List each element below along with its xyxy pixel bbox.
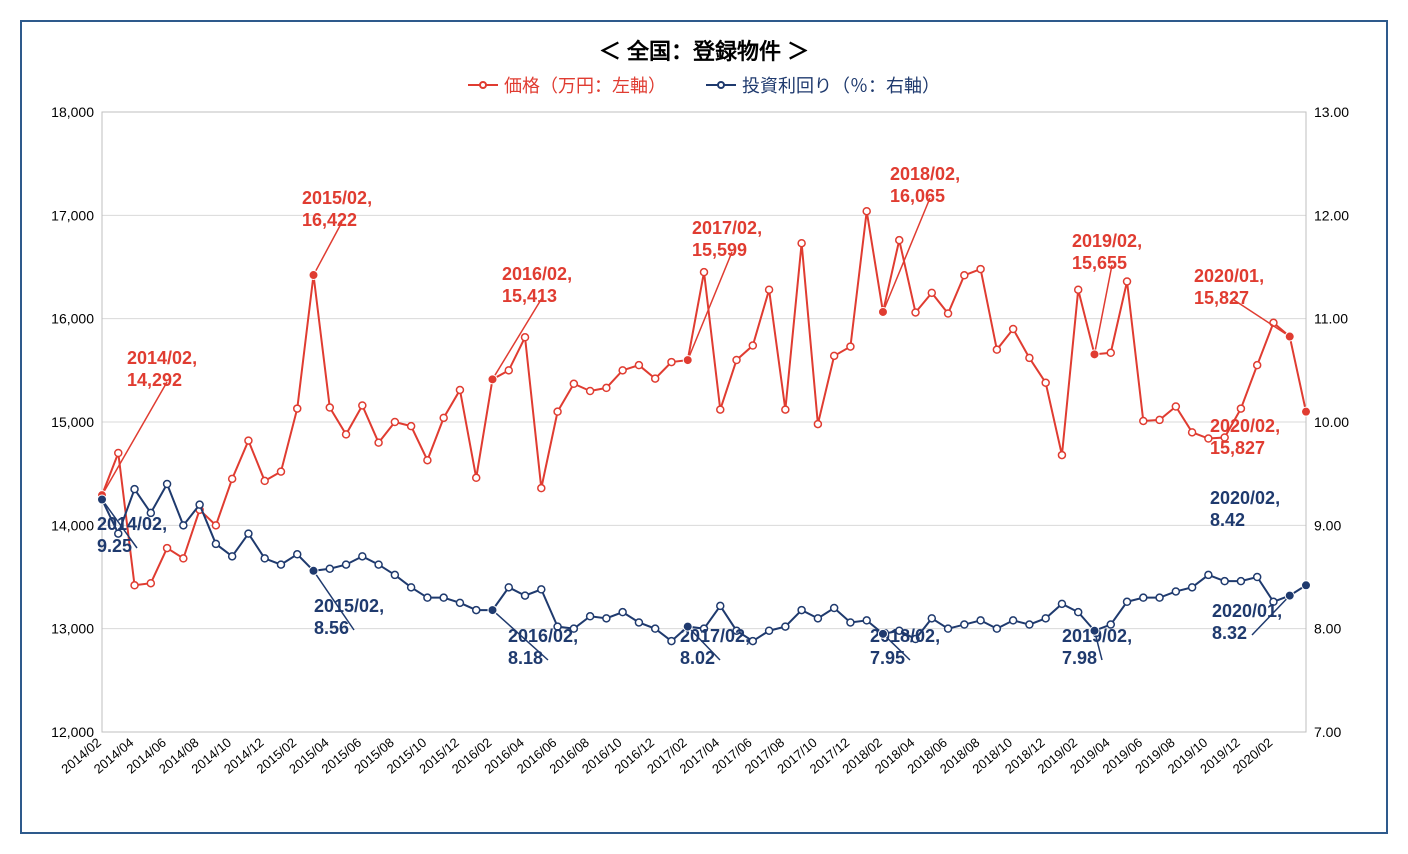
svg-text:2020/02,: 2020/02, <box>1210 488 1280 508</box>
svg-text:7.00: 7.00 <box>1314 724 1341 740</box>
svg-text:15,827: 15,827 <box>1194 288 1249 308</box>
chart-header: ＜ 全国：登録物件 ＞ 価格（万円：左軸） 投資利回り（％：右軸） <box>22 22 1386 102</box>
svg-text:2020/02,: 2020/02, <box>1210 416 1280 436</box>
svg-text:15,655: 15,655 <box>1072 253 1127 273</box>
svg-text:8.18: 8.18 <box>508 648 543 668</box>
svg-text:13,000: 13,000 <box>51 621 94 637</box>
svg-text:8.00: 8.00 <box>1314 621 1341 637</box>
svg-text:15,413: 15,413 <box>502 286 557 306</box>
svg-text:8.32: 8.32 <box>1212 623 1247 643</box>
svg-text:13.00: 13.00 <box>1314 104 1349 120</box>
chart-container: ＜ 全国：登録物件 ＞ 価格（万円：左軸） 投資利回り（％：右軸） 12,000… <box>20 20 1388 834</box>
svg-text:10.00: 10.00 <box>1314 414 1349 430</box>
svg-text:9.25: 9.25 <box>97 536 132 556</box>
svg-text:2020/01,: 2020/01, <box>1194 266 1264 286</box>
svg-text:2017/02,: 2017/02, <box>692 218 762 238</box>
svg-text:2019/02,: 2019/02, <box>1072 231 1142 251</box>
svg-text:7.95: 7.95 <box>870 648 905 668</box>
svg-text:8.56: 8.56 <box>314 618 349 638</box>
svg-text:14,292: 14,292 <box>127 370 182 390</box>
svg-text:15,000: 15,000 <box>51 414 94 430</box>
svg-text:2016/02,: 2016/02, <box>508 626 578 646</box>
chart-legend: 価格（万円：左軸） 投資利回り（％：右軸） <box>22 72 1386 98</box>
svg-text:16,065: 16,065 <box>890 186 945 206</box>
svg-text:2015/02,: 2015/02, <box>302 188 372 208</box>
chart-svg: 12,000 13,000 14,000 15,000 16,000 17,000 18,0… <box>22 102 1386 822</box>
svg-text:14,000: 14,000 <box>51 517 94 533</box>
svg-text:7.98: 7.98 <box>1062 648 1097 668</box>
svg-text:18,000: 18,000 <box>51 104 94 120</box>
legend-item-price: 価格（万円：左軸） <box>468 72 666 98</box>
svg-text:17,000: 17,000 <box>51 207 94 223</box>
legend-label-yield: 投資利回り（％：右軸） <box>742 72 940 98</box>
legend-marker-yield <box>706 79 736 91</box>
svg-text:12,000: 12,000 <box>51 724 94 740</box>
svg-text:2014/02,: 2014/02, <box>127 348 197 368</box>
svg-text:2018/02,: 2018/02, <box>890 164 960 184</box>
svg-text:16,422: 16,422 <box>302 210 357 230</box>
svg-text:8.02: 8.02 <box>680 648 715 668</box>
svg-text:16,000: 16,000 <box>51 311 94 327</box>
legend-item-yield: 投資利回り（％：右軸） <box>706 72 940 98</box>
legend-label-price: 価格（万円：左軸） <box>504 72 666 98</box>
legend-marker-price <box>468 79 498 91</box>
svg-text:2014/02,: 2014/02, <box>97 514 167 534</box>
svg-text:2016/02,: 2016/02, <box>502 264 572 284</box>
svg-text:8.42: 8.42 <box>1210 510 1245 530</box>
svg-text:2015/02,: 2015/02, <box>314 596 384 616</box>
svg-text:15,827: 15,827 <box>1210 438 1265 458</box>
svg-text:2020/01,: 2020/01, <box>1212 601 1282 621</box>
svg-text:12.00: 12.00 <box>1314 207 1349 223</box>
svg-text:15,599: 15,599 <box>692 240 747 260</box>
svg-text:11.00: 11.00 <box>1314 311 1348 327</box>
chart-title: ＜ 全国：登録物件 ＞ <box>22 34 1386 66</box>
svg-text:9.00: 9.00 <box>1314 517 1341 533</box>
